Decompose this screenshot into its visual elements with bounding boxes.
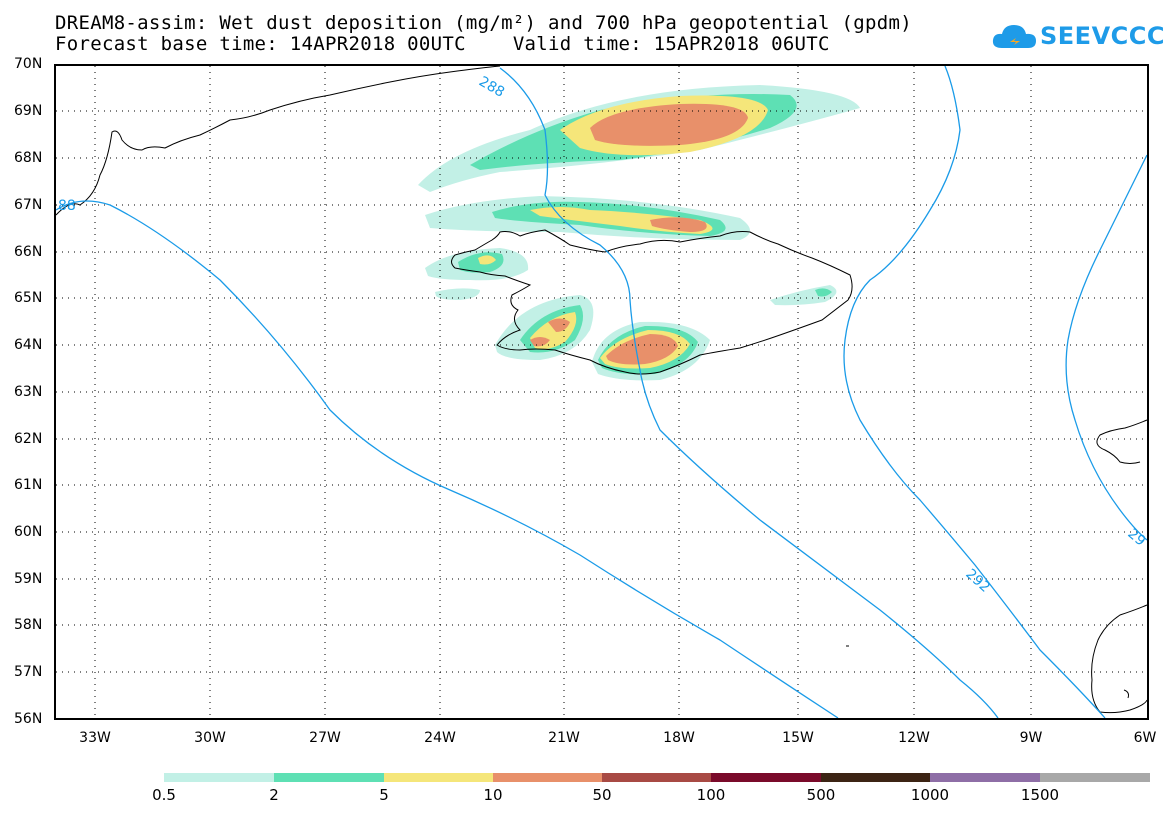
contour-label: 88 (58, 198, 76, 214)
map-title: DREAM8-assim: Wet dust deposition (mg/m²… (55, 12, 912, 34)
lon-label: 15W (782, 730, 814, 746)
colorbar-label: 50 (592, 786, 612, 804)
colorbar-label: 0.5 (152, 786, 176, 804)
lat-label: 64N (14, 337, 43, 353)
lat-label: 63N (14, 384, 43, 400)
coastlines (55, 65, 1148, 714)
map-frame (54, 64, 1149, 720)
colorbar-segment (930, 773, 1040, 782)
logo-text: SEEVCCC (1040, 22, 1165, 50)
geopotential-contours (55, 65, 1148, 719)
lon-label: 33W (79, 730, 111, 746)
lat-label: 57N (14, 664, 43, 680)
lat-label: 59N (14, 571, 43, 587)
lat-label: 69N (14, 103, 43, 119)
colorbar-label: 5 (379, 786, 389, 804)
seevccc-logo: SEEVCCC (990, 18, 1165, 60)
lat-label: 62N (14, 431, 43, 447)
colorbar-segment (164, 773, 274, 782)
cloud-icon (992, 25, 1036, 48)
colorbar-segment (384, 773, 493, 782)
colorbar-segment (493, 773, 602, 782)
colorbar-label: 100 (696, 786, 726, 804)
lat-label: 67N (14, 197, 43, 213)
lon-label: 18W (663, 730, 695, 746)
lon-label: 24W (424, 730, 456, 746)
lat-label: 70N (14, 56, 43, 72)
colorbar-segment (1040, 773, 1150, 782)
lon-label: 30W (194, 730, 226, 746)
colorbar-label: 10 (483, 786, 503, 804)
colorbar-segment (711, 773, 821, 782)
colorbar-label: 500 (806, 786, 836, 804)
colorbar-label: 2 (269, 786, 279, 804)
lon-label: 12W (898, 730, 930, 746)
lon-label: 9W (1019, 730, 1043, 746)
lat-label: 56N (14, 711, 43, 727)
colorbar-segment (821, 773, 930, 782)
graticule (56, 66, 1147, 718)
colorbar-label: 1000 (910, 786, 950, 804)
colorbar-segment (274, 773, 384, 782)
lon-label: 21W (548, 730, 580, 746)
forecast-times: Forecast base time: 14APR2018 00UTC Vali… (55, 33, 830, 55)
lon-label: 27W (309, 730, 341, 746)
dust-deposition (418, 85, 860, 381)
lat-label: 65N (14, 290, 43, 306)
lat-label: 68N (14, 150, 43, 166)
colorbar-label: 1500 (1020, 786, 1060, 804)
lon-label: 6W (1133, 730, 1157, 746)
lat-label: 58N (14, 617, 43, 633)
colorbar-segment (602, 773, 711, 782)
lat-label: 66N (14, 244, 43, 260)
lat-label: 61N (14, 477, 43, 493)
lat-label: 60N (14, 524, 43, 540)
